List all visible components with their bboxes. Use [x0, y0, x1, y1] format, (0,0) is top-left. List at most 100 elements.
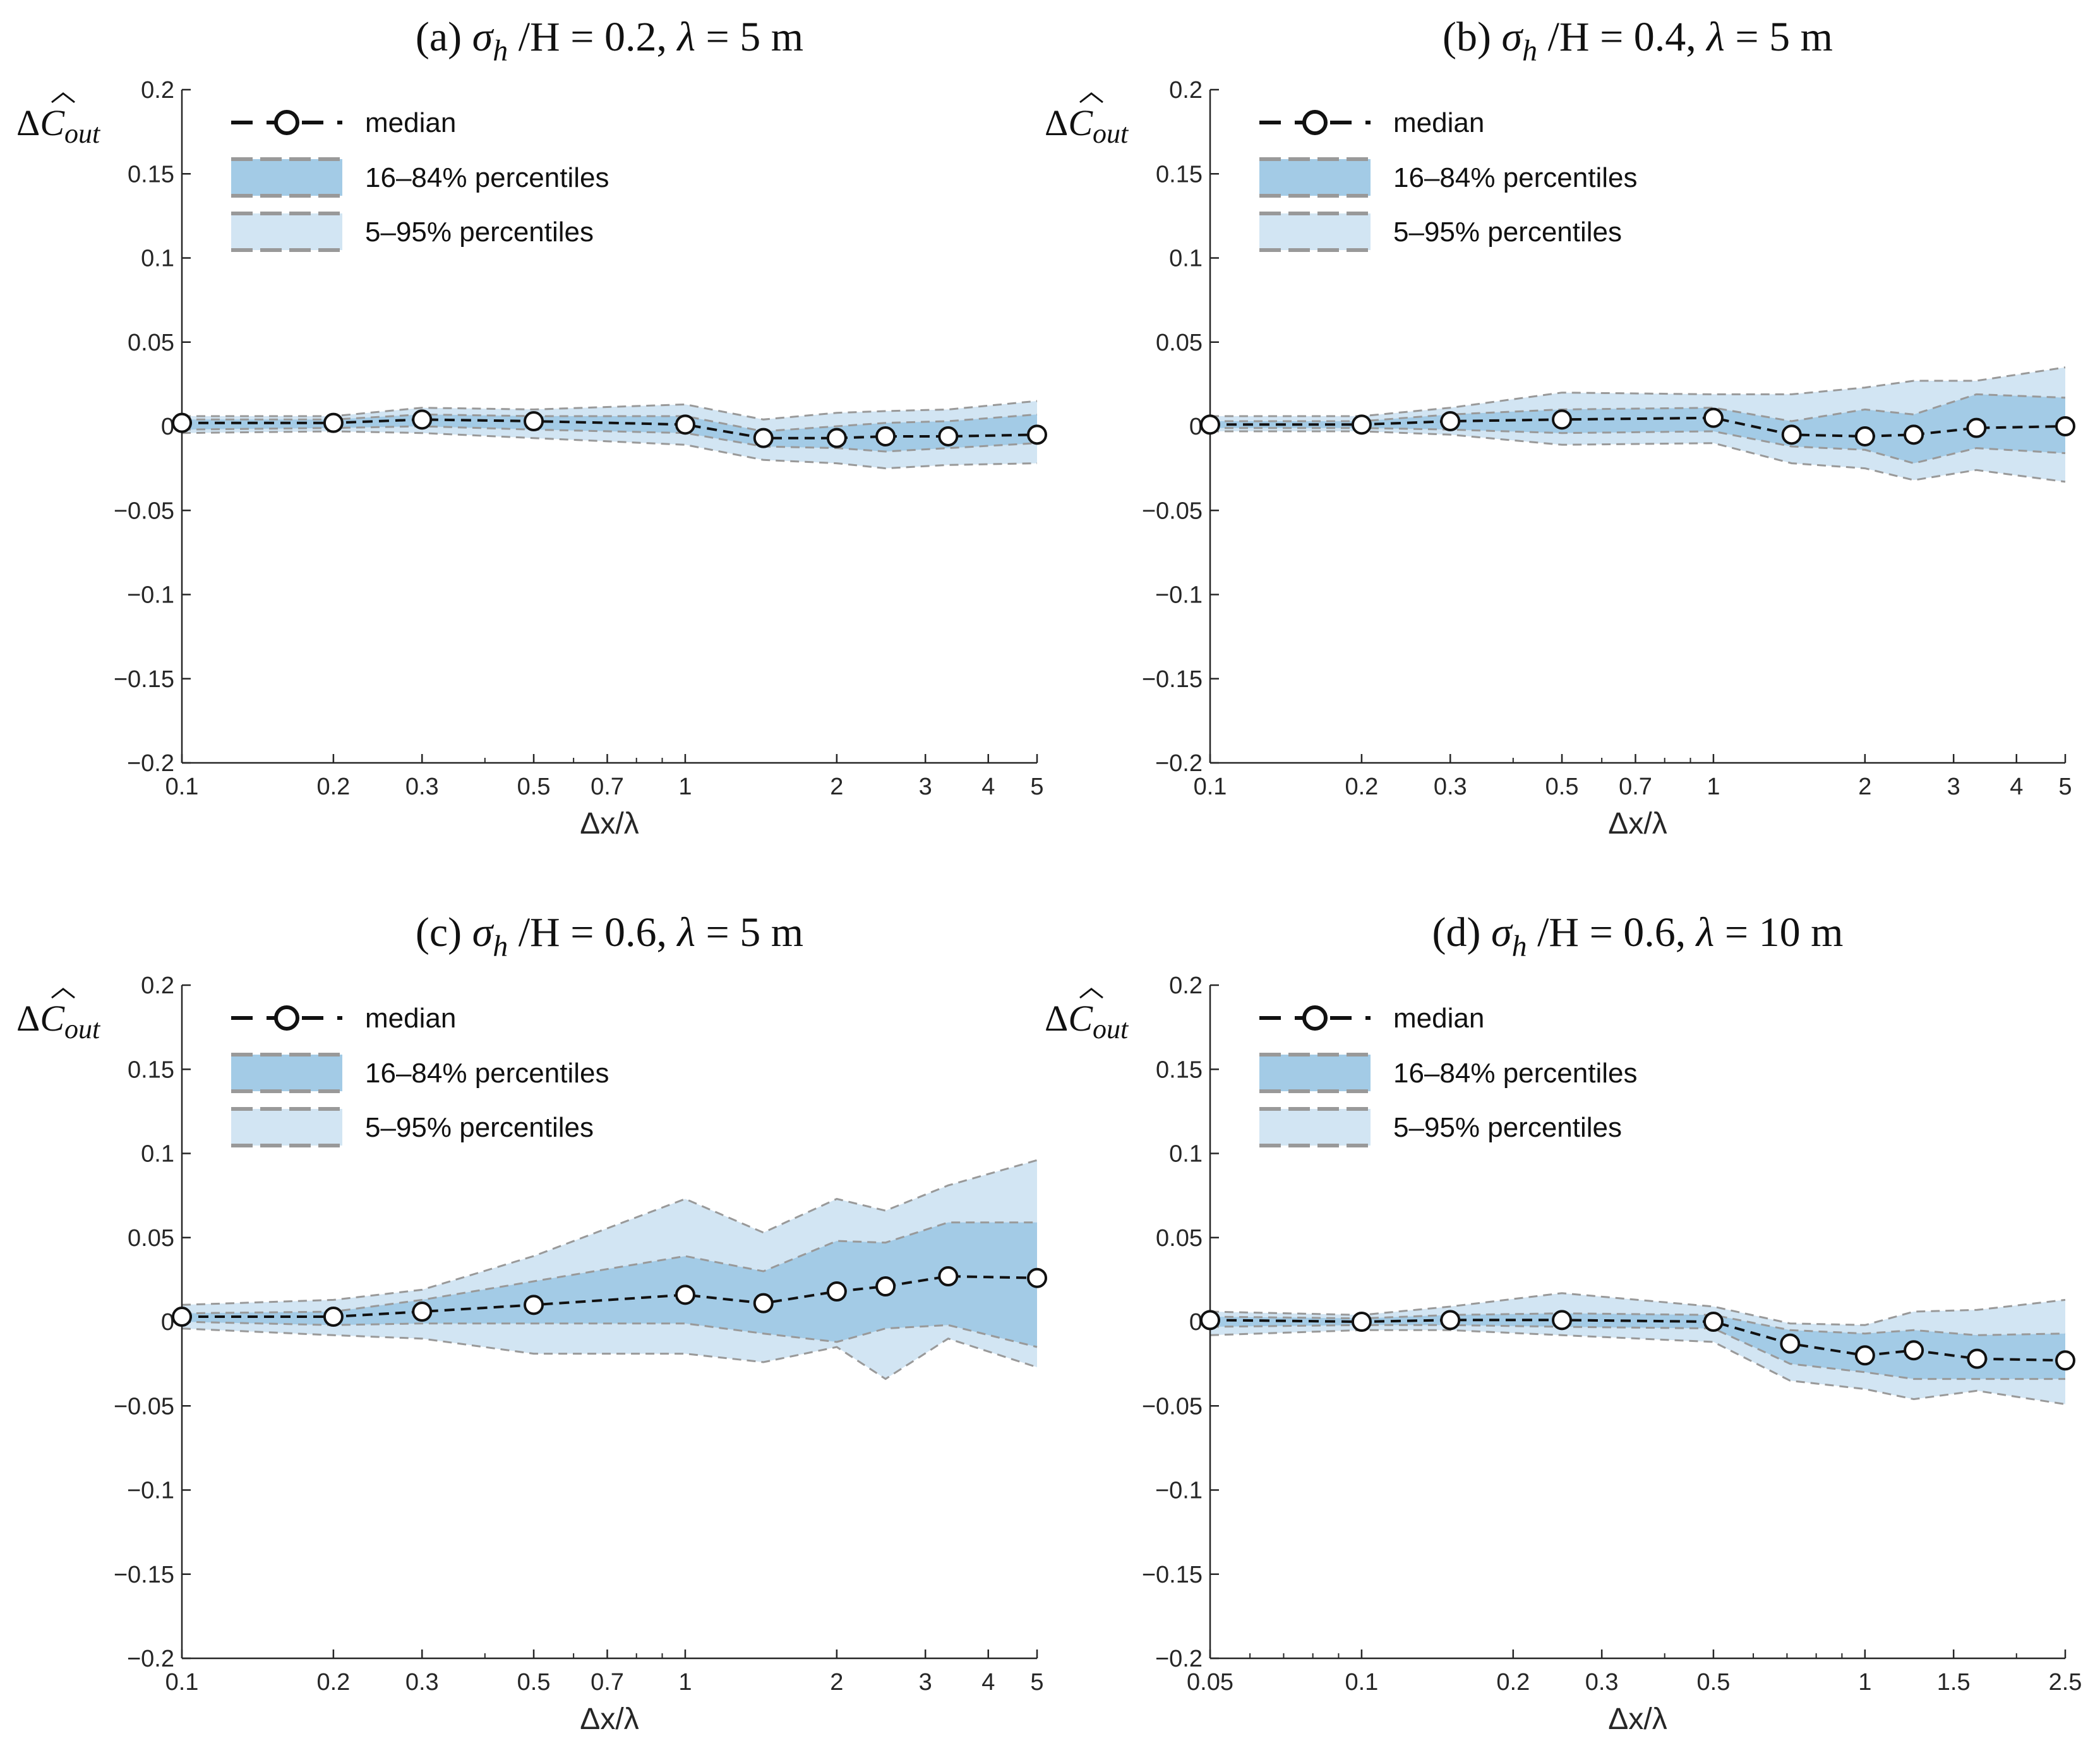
- y-tick-label: 0.05: [128, 1225, 174, 1252]
- y-tick-label: −0.1: [1155, 1478, 1203, 1504]
- x-tick-label: 0.3: [1434, 774, 1467, 800]
- y-tick-label: 0.05: [128, 330, 174, 356]
- median-point: [1854, 1345, 1875, 1366]
- legend-median-marker: [274, 1005, 299, 1031]
- median-point: [1552, 1310, 1573, 1331]
- panel-title: (b) σh /H = 0.4, λ = 5 m: [1443, 14, 1833, 68]
- panel-title: (a) σh /H = 0.2, λ = 5 m: [416, 14, 803, 68]
- band-edge-p16: [1210, 427, 2066, 465]
- x-tick-label: 0.5: [1545, 774, 1579, 800]
- x-tick-label: 5: [1030, 1669, 1043, 1696]
- median-point: [675, 1284, 695, 1305]
- y-tick-label: 0.15: [1156, 161, 1203, 188]
- median-point: [938, 1266, 959, 1287]
- y-label-symbol: C: [40, 998, 65, 1039]
- legend: median 16–84% percentiles 5–95% percentile…: [1259, 1003, 1637, 1147]
- x-tick-label: 0.5: [517, 774, 551, 800]
- legend-5-95-swatch: [1259, 1109, 1371, 1146]
- median-line: [1210, 416, 2066, 438]
- panel-title: (d) σh /H = 0.6, λ = 10 m: [1432, 909, 1844, 963]
- y-tick-label: −0.15: [114, 666, 174, 693]
- band-edge-p84: [181, 1221, 1037, 1315]
- band-edge-p5: [1210, 430, 2066, 483]
- y-label-symbol: C: [1068, 102, 1093, 143]
- y-axis-label: ΔCout: [1045, 102, 1129, 149]
- legend-5-95-label: 5–95% percentiles: [365, 1112, 594, 1143]
- y-tick-label: 0.1: [141, 1141, 174, 1168]
- band-edge-p95: [1210, 366, 2066, 417]
- y-tick-label: 0.15: [128, 1057, 174, 1083]
- legend-5-95-label: 5–95% percentiles: [1393, 217, 1622, 248]
- x-tick-label: 3: [1947, 774, 1960, 800]
- y-tick-label: 0: [1189, 414, 1203, 440]
- y-label-symbol: C: [40, 102, 65, 143]
- median-point: [1200, 414, 1220, 435]
- median-point: [1440, 1310, 1461, 1331]
- y-tick-label: 0.1: [141, 246, 174, 272]
- y-tick-label: −0.15: [114, 1562, 174, 1588]
- x-tick-label: 0.1: [1194, 774, 1227, 800]
- y-tick-label: −0.05: [1142, 498, 1203, 524]
- median-point: [1781, 424, 1802, 445]
- x-tick-label: 1: [1707, 774, 1720, 800]
- median-point: [412, 409, 433, 430]
- band-16-84: [1210, 1313, 2065, 1379]
- x-tick-label: 0.1: [1345, 1669, 1378, 1696]
- x-tick-label: 0.1: [165, 774, 199, 800]
- title-prefix: (d): [1432, 909, 1491, 955]
- x-tick-label: 4: [981, 1669, 995, 1696]
- x-tick-label: 3: [919, 774, 932, 800]
- legend-16-84-label: 16–84% percentiles: [365, 162, 609, 193]
- median-point: [323, 1307, 344, 1327]
- title-sigma: σ: [1502, 14, 1524, 60]
- median-point: [1780, 1333, 1801, 1354]
- median-point: [1966, 417, 1987, 438]
- y-label-hat: [1079, 92, 1103, 104]
- median-line: [182, 418, 1038, 440]
- title-tail: = 5 m: [695, 14, 803, 60]
- legend-median-label: median: [1393, 107, 1484, 138]
- band-edge-p95: [1209, 1292, 2066, 1326]
- legend: median 16–84% percentiles 5–95% percentile…: [231, 1003, 609, 1147]
- median-point: [1854, 426, 1875, 446]
- y-tick-label: −0.05: [1142, 1393, 1203, 1420]
- legend-median-label: median: [1393, 1003, 1484, 1034]
- x-tick-label: 0.7: [591, 774, 624, 800]
- median-point: [675, 414, 695, 435]
- x-tick-label: 0.5: [517, 1669, 551, 1696]
- median-point: [1027, 424, 1047, 445]
- band-edge-p5: [1209, 1329, 2066, 1406]
- x-tick-label: 1: [1858, 1669, 1871, 1696]
- y-tick-label: −0.1: [1155, 582, 1203, 609]
- x-tick-label: 0.3: [405, 1669, 439, 1696]
- chart-panel-b: −0.2 −0.15 −0.1 −0.05 0 0.05 0.1 0.15 0.2 0.1 0.2 0…: [1045, 14, 2075, 841]
- legend: median 16–84% percentiles 5–95% percentile…: [231, 107, 609, 252]
- legend-median-marker: [1302, 110, 1328, 135]
- legend-5-95-swatch: [231, 1109, 342, 1146]
- title-tail: = 5 m: [695, 909, 803, 955]
- y-tick-label: −0.2: [127, 1646, 174, 1672]
- title-tail: = 5 m: [1725, 14, 1833, 60]
- y-tick-label: −0.05: [114, 1393, 174, 1420]
- median-point: [1904, 1340, 1924, 1361]
- x-tick-label: 0.3: [1585, 1669, 1619, 1696]
- legend-median-marker: [274, 110, 299, 135]
- title-sigma: σ: [472, 14, 495, 60]
- y-tick-label: 0.2: [1169, 77, 1203, 104]
- median-point: [1351, 414, 1372, 435]
- y-axis-label: ΔCout: [1045, 998, 1129, 1045]
- title-rest: /H = 0.2,: [508, 14, 677, 60]
- median-point: [875, 1276, 896, 1297]
- median-point: [1904, 424, 1924, 445]
- title-sub: h: [493, 930, 508, 963]
- median-point: [1440, 411, 1461, 432]
- y-tick-label: 0: [1189, 1309, 1203, 1336]
- legend-16-84-label: 16–84% percentiles: [1393, 1058, 1637, 1089]
- legend-16-84-swatch: [231, 159, 342, 196]
- x-tick-label: 0.7: [1619, 774, 1652, 800]
- y-label-hat: [51, 92, 75, 104]
- y-tick-label: 0.1: [1169, 246, 1203, 272]
- x-tick-label: 0.1: [165, 1669, 199, 1696]
- y-label-symbol: C: [1068, 998, 1093, 1039]
